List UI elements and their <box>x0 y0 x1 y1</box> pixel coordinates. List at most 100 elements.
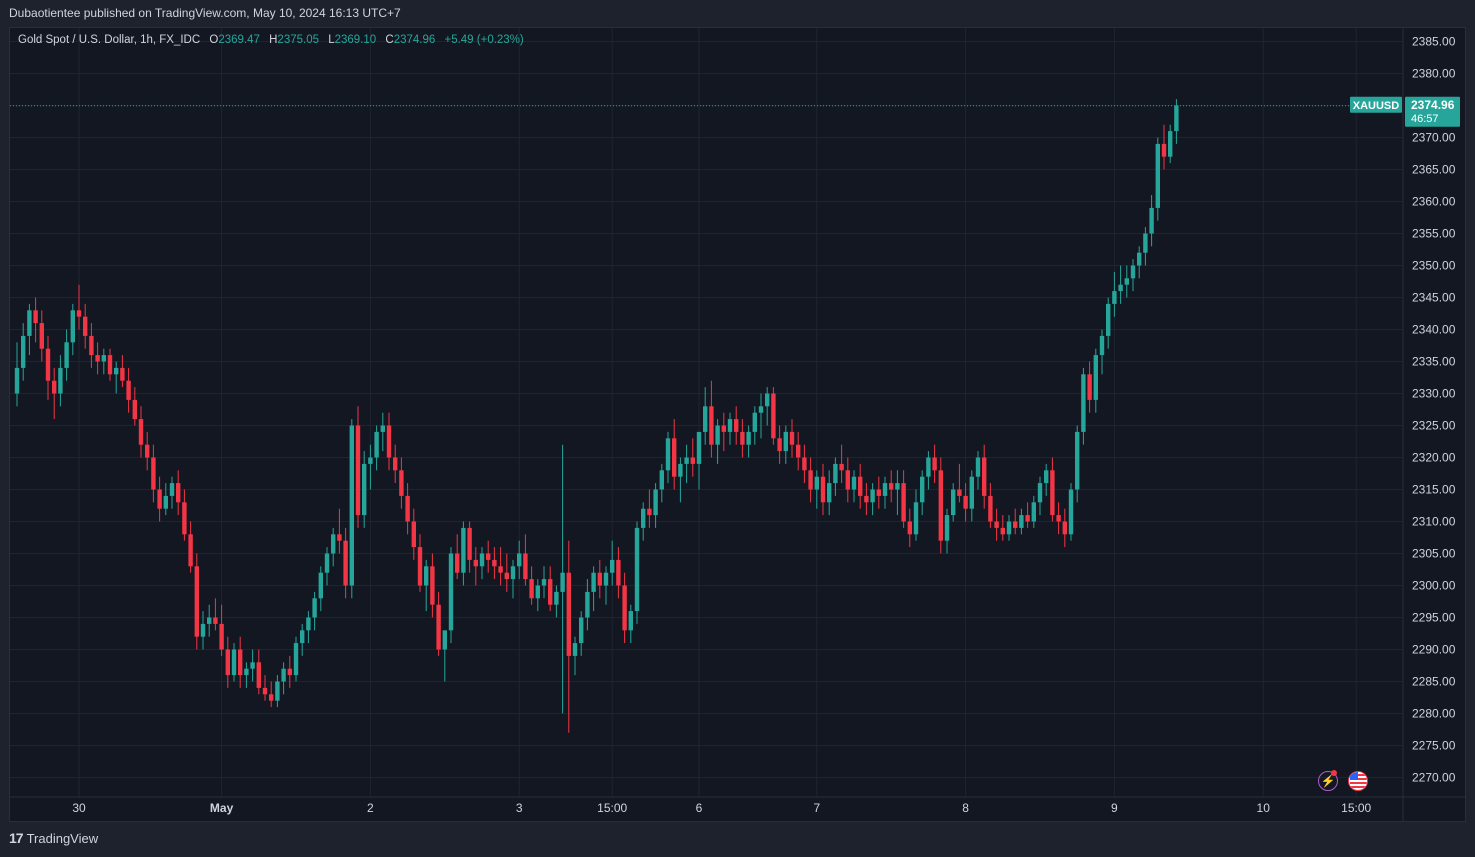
candle-body <box>982 457 987 496</box>
lightning-bolt-icon[interactable]: ⚡ <box>1318 771 1338 791</box>
candle-body <box>889 483 894 490</box>
legend-close-label: C <box>385 34 394 46</box>
tradingview-logo[interactable]: 17 TradingView <box>9 830 98 846</box>
candle-body <box>492 559 497 567</box>
x-tick-label: May <box>210 801 234 815</box>
candle-body <box>603 572 609 586</box>
candle-body <box>138 419 144 445</box>
candle-body <box>907 521 912 535</box>
candle-body <box>1161 143 1167 157</box>
candle-body <box>901 483 906 522</box>
candle-body <box>324 553 330 573</box>
candle-body <box>541 579 547 586</box>
candle-body <box>957 489 962 496</box>
x-tick-label: 9 <box>1111 801 1118 815</box>
candle-body <box>597 572 602 586</box>
candle-body <box>200 623 206 637</box>
y-tick-label: 2295.00 <box>1412 611 1456 625</box>
candle-body <box>703 406 708 432</box>
candle-body <box>70 310 75 343</box>
candle-body <box>1006 521 1012 535</box>
publisher-line: Dubaotientee published on TradingView.co… <box>9 6 401 20</box>
candle-body <box>64 342 69 368</box>
legend-low-value: 2369.10 <box>334 34 377 46</box>
candle-body <box>194 566 199 637</box>
candle-body <box>789 431 795 445</box>
candle-body <box>176 483 181 503</box>
candle-body <box>1093 355 1098 400</box>
candle-body <box>510 566 516 580</box>
candle-body <box>1118 284 1123 292</box>
chart-legend: Gold Spot / U.S. Dollar, 1h, FX_IDC O236… <box>18 34 524 46</box>
candle-body <box>715 425 720 445</box>
x-tick-label: 6 <box>696 801 703 815</box>
candle-body <box>281 668 286 682</box>
candle-body <box>1056 515 1061 522</box>
candle-body <box>442 630 447 650</box>
candle-body <box>101 355 106 362</box>
candle-body <box>1149 207 1154 234</box>
candle-body <box>1062 521 1067 535</box>
candle-body <box>882 483 888 496</box>
candle-body <box>256 662 261 688</box>
y-tick-label: 2365.00 <box>1412 163 1456 177</box>
candle-body <box>39 323 44 349</box>
candle-body <box>76 310 82 317</box>
candle-body <box>52 380 57 394</box>
candle-body <box>808 470 813 490</box>
y-tick-label: 2330.00 <box>1412 387 1456 401</box>
candle-body <box>95 355 100 362</box>
candle-body <box>132 399 137 420</box>
candle-body <box>566 572 571 656</box>
candle-body <box>535 585 540 599</box>
candle-body <box>417 547 423 586</box>
y-tick-label: 2275.00 <box>1412 739 1456 753</box>
candle-body <box>213 617 218 624</box>
candle-body <box>1068 489 1074 535</box>
candle-body <box>951 489 956 516</box>
candle-body <box>684 457 689 464</box>
candle-body <box>523 553 528 580</box>
candle-body <box>938 470 943 541</box>
candle-body <box>696 431 702 464</box>
candle-body <box>591 572 596 592</box>
candle-body <box>467 527 472 560</box>
candle-body <box>1081 374 1086 432</box>
candle-body <box>1087 374 1092 400</box>
candle-body <box>331 534 336 554</box>
candle-body <box>579 617 584 644</box>
candle-body <box>851 476 857 490</box>
candle-body <box>89 335 94 356</box>
x-tick-label: 7 <box>813 801 820 815</box>
candle-body <box>913 502 919 535</box>
candle-body <box>1106 303 1111 336</box>
us-flag-icon[interactable] <box>1348 771 1368 791</box>
candle-body <box>461 527 466 573</box>
candle-body <box>758 406 764 413</box>
candle-body <box>517 553 522 567</box>
notification-dot <box>1331 770 1337 776</box>
candle-body <box>858 476 863 496</box>
candle-body <box>845 470 850 490</box>
candle-body <box>721 425 726 432</box>
candle-body <box>1050 470 1055 516</box>
candle-body <box>1075 431 1080 490</box>
y-tick-label: 2285.00 <box>1412 675 1456 689</box>
candle-body <box>572 643 578 656</box>
candle-body <box>145 444 150 458</box>
candle-body <box>1130 265 1136 279</box>
candle-body <box>746 431 751 445</box>
candle-body <box>436 604 441 650</box>
candle-body <box>740 431 745 445</box>
candle-body <box>839 463 844 471</box>
candle-body <box>777 438 782 452</box>
legend-title: Gold Spot / U.S. Dollar, 1h, FX_IDC <box>18 34 201 46</box>
candle-body <box>796 444 801 458</box>
candle-body <box>250 662 255 669</box>
candle-body <box>727 419 733 432</box>
candle-body <box>827 483 832 503</box>
candle-body <box>554 591 559 605</box>
candle-body <box>114 367 119 375</box>
candle-body <box>27 310 32 336</box>
